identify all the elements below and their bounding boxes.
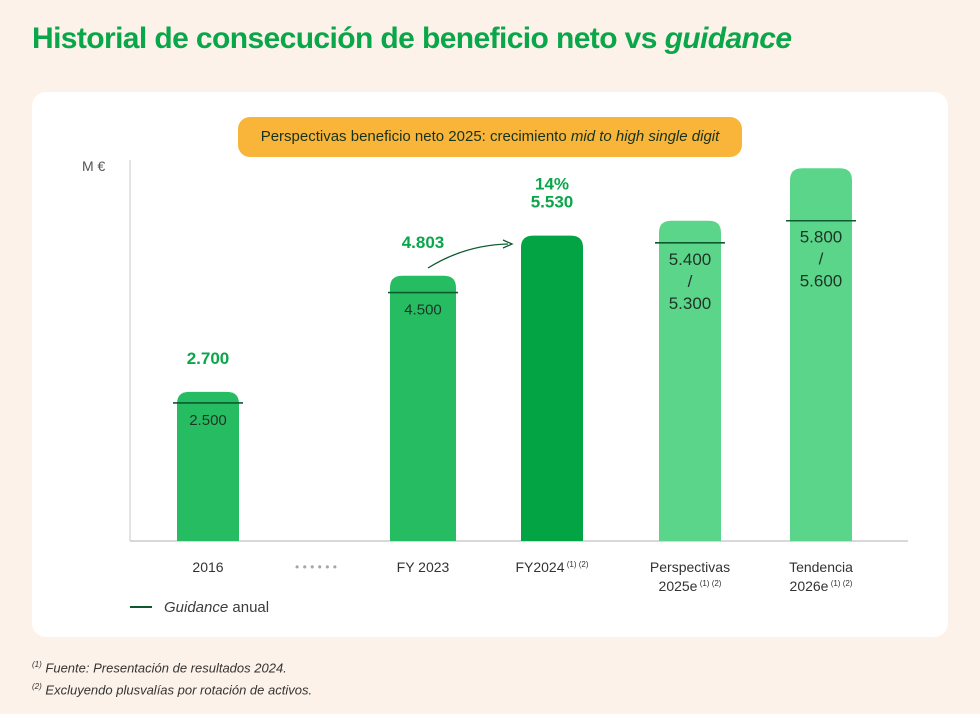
legend: Guidance anual (130, 598, 269, 616)
axis-gap-dots: • • • • • • (295, 560, 337, 574)
guidance-label-4-1: / (819, 250, 824, 269)
value-label-2: 5.530 (531, 193, 574, 212)
x-tick-label-1-0: FY 2023 (397, 559, 450, 575)
footnote-1: (1) Fuente: Presentación de resultados 2… (32, 660, 287, 676)
value-label-1: 4.803 (402, 233, 445, 252)
x-tick-label-4-0: Tendencia (789, 559, 853, 575)
bar-2 (521, 235, 583, 541)
x-tick-label-3-1: 2025e (1) (2) (659, 578, 722, 594)
x-tick-label-2-0: FY2024 (1) (2) (515, 559, 588, 575)
footnote-2: (2) Excluyendo plusvalías por rotación d… (32, 682, 313, 698)
bar-0 (177, 391, 239, 541)
growth-annotation: 14% (535, 175, 569, 194)
guidance-label-4-2: 5.600 (800, 272, 843, 291)
growth-arrow-curve (427, 243, 509, 269)
bar-1 (390, 275, 456, 541)
chart-title: Historial de consecución de beneficio ne… (32, 22, 792, 55)
legend-guidance-label: Guidance anual (164, 598, 270, 616)
bar-4 (790, 168, 852, 542)
guidance-label-3-2: 5.300 (669, 294, 712, 313)
y-axis-unit-label: M € (82, 158, 106, 174)
footnotes: (1) Fuente: Presentación de resultados 2… (32, 655, 312, 700)
bar-3 (659, 220, 721, 541)
x-tick-label-3-0: Perspectivas (650, 559, 730, 575)
guidance-label-3-1: / (688, 272, 693, 291)
guidance-label-1-0: 4.500 (404, 302, 442, 319)
x-tick-label-0-0: 2016 (192, 559, 223, 575)
x-tick-label-4-1: 2026e (1) (2) (790, 578, 853, 594)
value-label-0: 2.700 (187, 349, 230, 368)
legend-guidance-swatch (130, 606, 152, 608)
growth-arrow-head (502, 239, 514, 249)
guidance-label-0-0: 2.500 (189, 412, 227, 429)
outlook-banner: Perspectivas beneficio neto 2025: crecim… (238, 117, 742, 157)
guidance-label-4-0: 5.800 (800, 228, 843, 247)
guidance-label-3-0: 5.400 (669, 250, 712, 269)
